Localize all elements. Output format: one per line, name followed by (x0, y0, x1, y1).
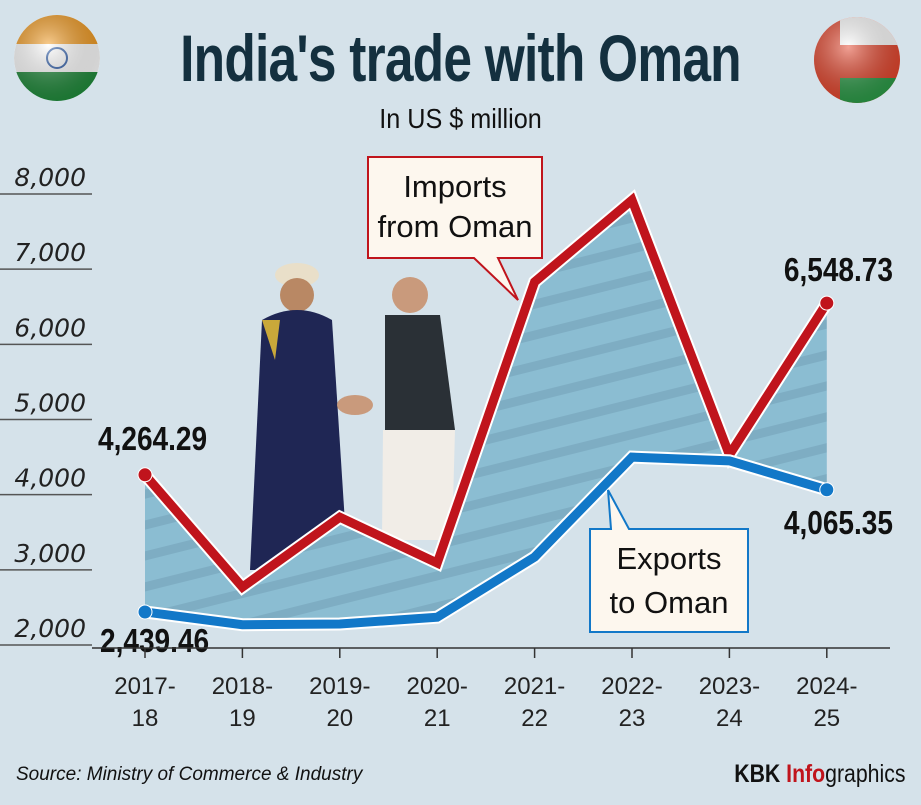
y-tick-label: 8,000 (14, 163, 86, 192)
x-tick-label: 2021- (504, 673, 565, 700)
page-subtitle: In US $ million (379, 103, 542, 134)
data-point (137, 604, 153, 620)
oman-flag-icon (814, 17, 900, 103)
x-tick-label: 2020- (407, 673, 468, 700)
y-tick-label: 5,000 (14, 389, 86, 418)
page-title: India's trade with Oman (180, 21, 741, 95)
data-point (819, 295, 835, 311)
x-tick-label: 20 (326, 705, 353, 732)
exports-first-label: 2,439.46 (100, 623, 209, 660)
imports-last-label: 6,548.73 (784, 252, 893, 289)
y-tick-label: 2,000 (14, 614, 86, 643)
imports-callout-label: Imports (403, 169, 506, 204)
exports-callout-label: to Oman (610, 585, 729, 620)
series-line-imports (141, 192, 831, 594)
x-tick-label: 2018- (212, 673, 273, 700)
x-tick-label: 19 (229, 705, 256, 732)
x-tick-label: 23 (619, 705, 646, 732)
x-tick-label: 2019- (309, 673, 370, 700)
exports-last-label: 4,065.35 (784, 505, 893, 542)
exports-callout-label: Exports (616, 541, 721, 576)
source-note: Source: Ministry of Commerce & Industry (16, 764, 363, 785)
x-tick-label: 22 (521, 705, 548, 732)
x-tick-label: 2023- (699, 673, 760, 700)
exports-callout-box (589, 489, 749, 633)
series-line-exports (144, 452, 829, 630)
y-tick-label: 4,000 (14, 464, 86, 493)
x-tick-label: 24 (716, 705, 743, 732)
y-tick-label: 7,000 (14, 238, 86, 267)
x-tick-label: 2017- (114, 673, 175, 700)
brand-logo: KBK Infographics (734, 760, 905, 789)
imports-callout-box (367, 156, 543, 301)
brand-kbk: KBK (733, 760, 780, 788)
leaders-handshake-photo (250, 263, 455, 570)
x-tick-label: 21 (424, 705, 451, 732)
x-tick-label: 18 (132, 705, 159, 732)
x-tick-label: 2024- (796, 673, 857, 700)
y-tick-label: 3,000 (14, 539, 86, 568)
india-flag-icon (14, 15, 100, 101)
imports-callout-label: from Oman (377, 209, 532, 244)
data-point (819, 482, 835, 498)
brand-info: Info (785, 760, 825, 788)
imports-first-label: 4,264.29 (98, 421, 207, 458)
x-tick-label: 25 (813, 705, 840, 732)
x-tick-label: 2022- (601, 673, 662, 700)
y-tick-label: 6,000 (14, 313, 86, 342)
brand-graphics: graphics (824, 760, 905, 788)
trade-gap-area (145, 200, 827, 625)
data-point (137, 467, 153, 483)
